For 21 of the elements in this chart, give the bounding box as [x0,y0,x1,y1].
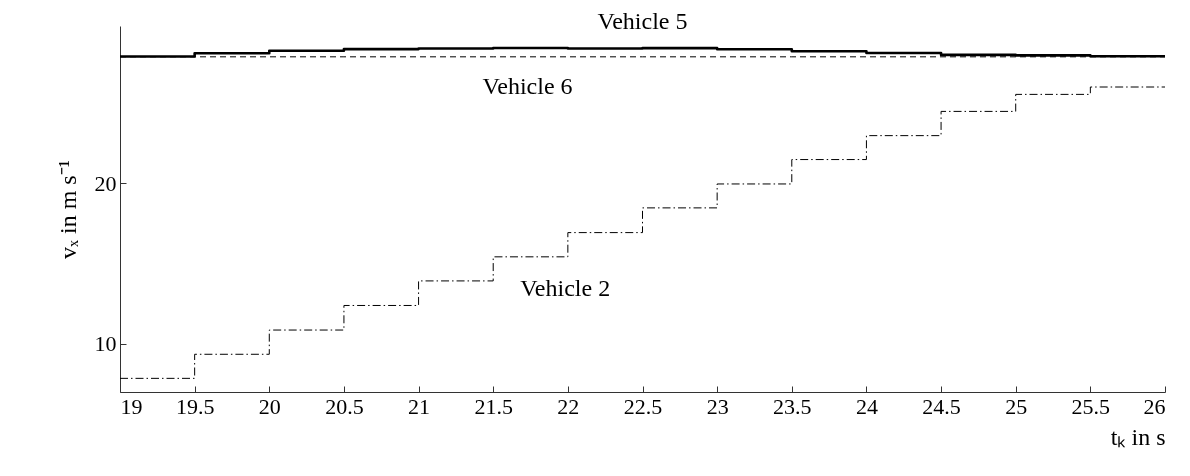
x-tick-label: 24.5 [922,393,961,419]
y-axis-title: vₓ in m s⁻¹ [54,160,81,259]
series-label: Vehicle 5 [597,8,688,35]
series-label: Vehicle 6 [482,72,573,99]
y-tick-label: 10 [94,331,117,357]
x-tick-label: 19.5 [175,393,215,419]
x-axis-title: tₖ in s [1110,423,1166,450]
x-tick-label: 26 [1143,393,1166,419]
x-tick-label: 22 [557,393,580,419]
x-tick-label: 20 [258,393,281,419]
x-tick-label: 21.5 [474,393,513,419]
x-tick-label: 23.5 [773,393,812,419]
series-label: Vehicle 2 [520,274,611,301]
x-tick-label: 20.5 [325,393,364,419]
x-tick-label: 23 [706,393,729,419]
x-tick-label: 25.5 [1071,393,1111,419]
x-tick-label: 24 [855,393,878,419]
x-tick-label: 25 [1005,393,1028,419]
x-tick-label: 21 [408,393,431,419]
x-tick-label: 22.5 [623,393,663,419]
x-tick-label: 19 [120,393,143,419]
